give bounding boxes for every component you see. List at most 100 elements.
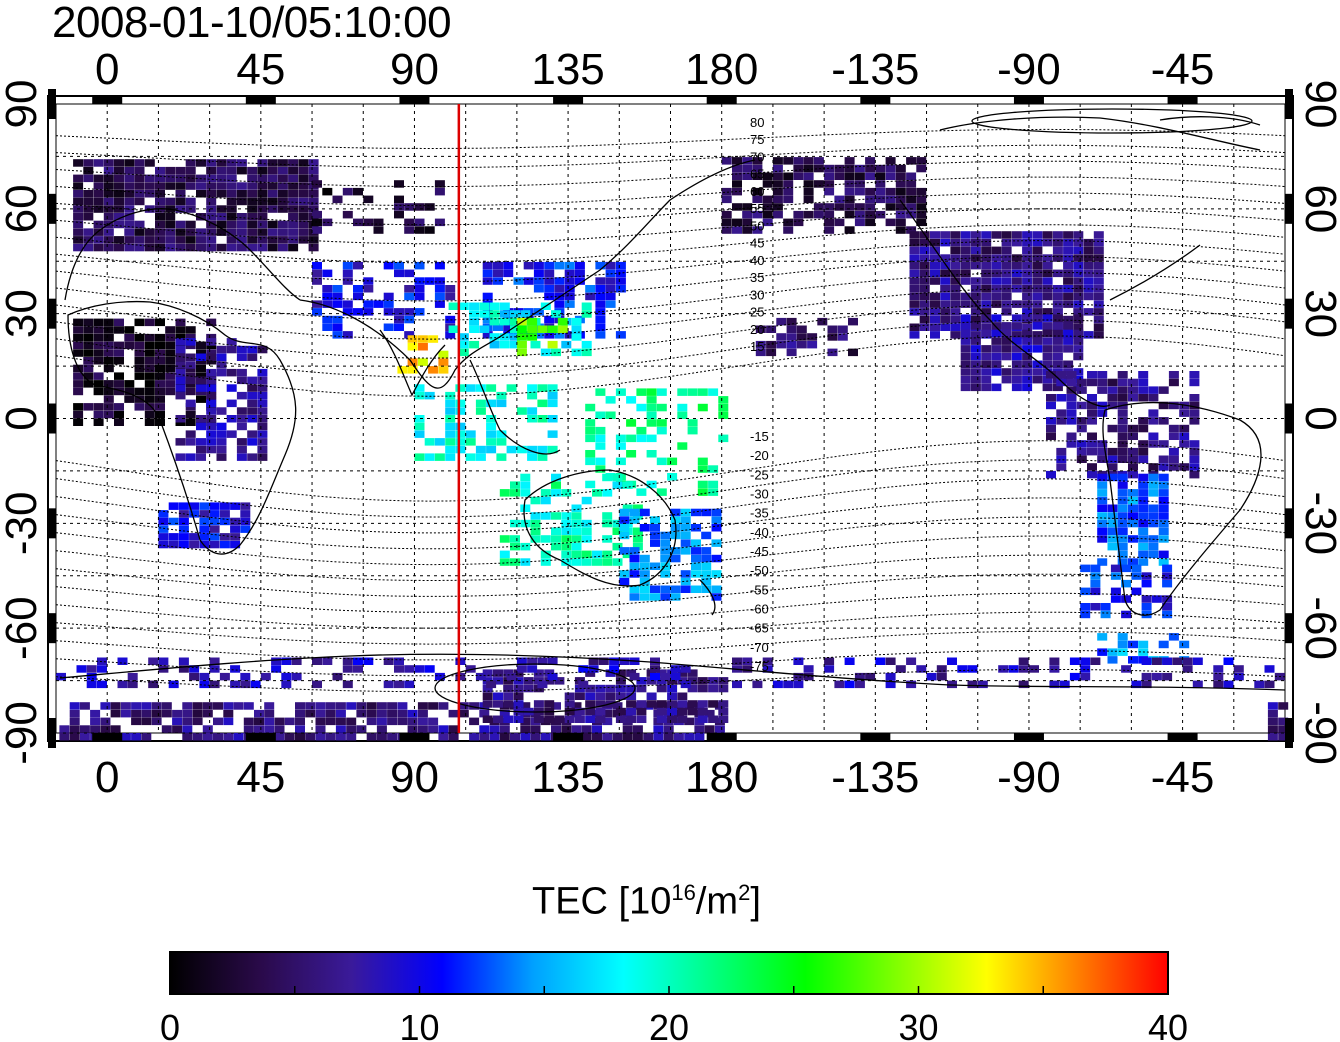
tec-cell bbox=[663, 725, 674, 733]
tec-cell bbox=[233, 702, 244, 710]
tec-cell bbox=[1148, 542, 1159, 551]
tec-cell bbox=[226, 384, 237, 392]
tec-cell bbox=[257, 399, 268, 408]
magnetic-latitude-contour bbox=[55, 630, 1286, 661]
tec-cell bbox=[216, 345, 227, 354]
tec-cell bbox=[479, 709, 490, 718]
tec-cell bbox=[585, 669, 596, 677]
tec-cell bbox=[165, 220, 176, 229]
tec-cell bbox=[1066, 394, 1077, 402]
tec-cell bbox=[247, 345, 258, 354]
tec-cell bbox=[1076, 401, 1087, 410]
tec-cell bbox=[1107, 455, 1118, 463]
tec-cell bbox=[114, 403, 124, 411]
tec-cell bbox=[236, 376, 247, 385]
tec-cell bbox=[1189, 409, 1200, 417]
tec-cell bbox=[981, 246, 992, 255]
tec-cell bbox=[697, 457, 708, 466]
tec-cell bbox=[93, 220, 104, 229]
right-latitude-tick-label: 60 bbox=[1296, 184, 1340, 233]
tec-cell bbox=[755, 348, 766, 357]
tec-cell bbox=[677, 388, 688, 396]
tec-cell bbox=[134, 372, 145, 380]
tec-cell bbox=[182, 709, 193, 718]
tec-cell bbox=[1073, 352, 1084, 361]
tec-cell bbox=[981, 261, 992, 270]
tec-cell bbox=[247, 236, 258, 244]
tec-cell bbox=[1001, 277, 1012, 285]
tec-cell bbox=[206, 399, 217, 408]
tec-cell bbox=[527, 384, 538, 392]
tec-cell bbox=[554, 715, 565, 723]
tec-cell bbox=[711, 516, 722, 524]
bottom-longitude-tick-label: -135 bbox=[831, 753, 919, 802]
magnetic-latitude-contour bbox=[55, 240, 1286, 283]
tec-cell bbox=[602, 519, 613, 528]
right-tick-mark bbox=[1285, 298, 1293, 329]
tec-cell bbox=[1066, 440, 1077, 448]
tec-cell bbox=[455, 399, 466, 408]
tec-cell bbox=[1128, 656, 1138, 664]
tec-cell bbox=[332, 323, 343, 331]
tec-cell bbox=[458, 709, 469, 718]
tec-cell bbox=[875, 172, 886, 180]
tec-cell bbox=[940, 323, 951, 331]
tec-cell bbox=[1107, 386, 1118, 394]
tec-cell bbox=[930, 269, 940, 278]
tec-cell bbox=[895, 665, 906, 673]
tec-cell bbox=[533, 269, 544, 278]
tec-cell bbox=[595, 684, 606, 693]
tec-cell bbox=[1264, 665, 1275, 673]
tec-cell bbox=[919, 261, 930, 270]
tec-cell bbox=[493, 715, 503, 723]
tec-cell bbox=[656, 488, 667, 496]
tec-cell bbox=[718, 434, 729, 443]
tec-cell bbox=[708, 677, 719, 685]
tec-cell bbox=[1042, 292, 1053, 301]
tec-cell bbox=[325, 733, 336, 741]
tec-cell bbox=[656, 403, 667, 412]
tec-cell bbox=[185, 453, 196, 461]
tec-cell bbox=[1138, 473, 1149, 482]
tec-cell bbox=[83, 318, 94, 327]
tec-cell bbox=[322, 269, 333, 278]
tec-cell bbox=[1179, 463, 1190, 471]
tec-cell bbox=[277, 166, 288, 175]
tec-cell bbox=[540, 489, 551, 497]
tec-cell bbox=[168, 540, 179, 549]
tec-cell bbox=[667, 684, 678, 693]
tec-cell bbox=[513, 692, 524, 700]
tec-cell bbox=[564, 692, 575, 700]
tec-cell bbox=[1117, 535, 1128, 543]
tec-cell bbox=[581, 348, 592, 357]
tec-cell bbox=[1011, 375, 1022, 384]
tec-cell bbox=[1032, 308, 1043, 316]
tec-cell bbox=[615, 457, 626, 466]
tec-cell bbox=[1087, 371, 1097, 379]
tec-cell bbox=[175, 361, 186, 369]
tec-cell bbox=[527, 317, 538, 326]
tec-cell bbox=[895, 203, 906, 211]
tec-cell bbox=[991, 254, 1002, 262]
tec-cell bbox=[991, 383, 1002, 392]
tec-cell bbox=[906, 680, 917, 689]
tec-cell bbox=[73, 380, 84, 388]
tec-cell bbox=[448, 733, 459, 741]
tec-cell bbox=[1117, 496, 1128, 505]
top-longitude-tick-label: -45 bbox=[1151, 45, 1215, 94]
tec-cell bbox=[434, 218, 445, 227]
top-longitude-tick-label: -135 bbox=[831, 45, 919, 94]
tec-cell bbox=[103, 190, 114, 198]
tec-cell bbox=[103, 159, 114, 167]
left-latitude-tick-label: 60 bbox=[0, 184, 46, 233]
tec-cell bbox=[844, 187, 855, 196]
tec-cell bbox=[844, 157, 855, 165]
tec-cell bbox=[1267, 725, 1278, 733]
tec-cell bbox=[1022, 231, 1033, 239]
tec-cell bbox=[574, 261, 585, 270]
tec-cell bbox=[363, 285, 374, 293]
tec-cell bbox=[144, 190, 155, 198]
tec-cell bbox=[114, 174, 124, 183]
tec-cell bbox=[854, 680, 865, 689]
tec-cell bbox=[83, 243, 94, 252]
